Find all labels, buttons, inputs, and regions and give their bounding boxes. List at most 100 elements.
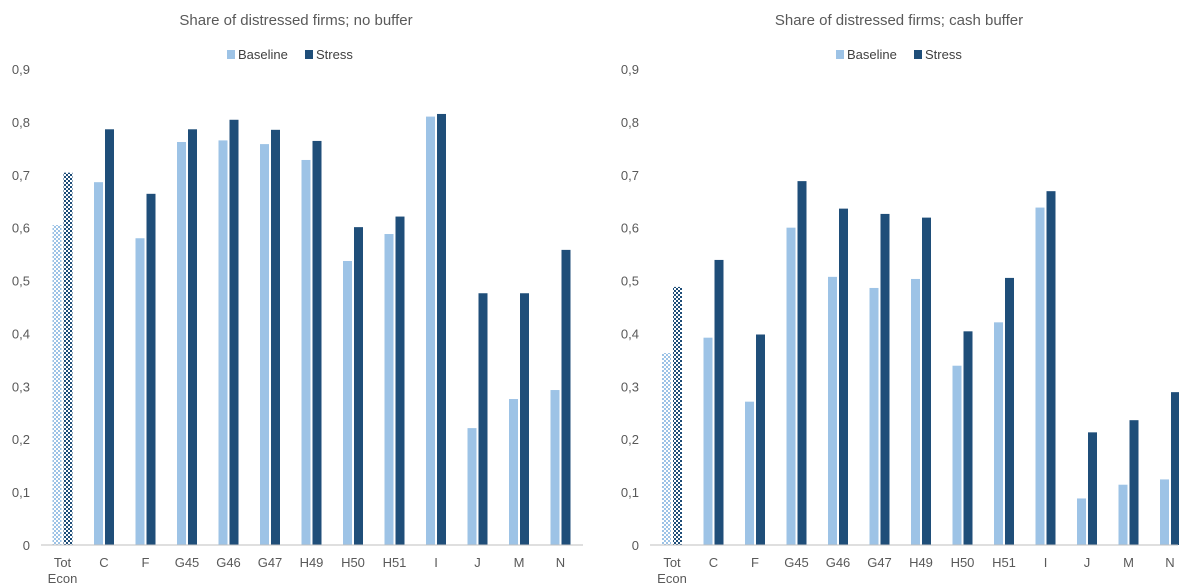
bar-baseline-g47 [869,287,879,545]
y-tick-label: 0,4 [12,326,30,341]
bar-stress-j [1088,432,1097,545]
x-tick-label: M [1123,555,1134,570]
x-tick-label: Tot [54,555,72,570]
bar-stress-g45 [188,129,197,545]
legend-label-baseline: Baseline [238,47,288,62]
legend-label-baseline: Baseline [847,47,897,62]
x-tick-label: Econ [657,571,687,586]
bar-stress-n [1171,392,1179,545]
bar-baseline-h49 [911,278,920,545]
bar-baseline-f [135,238,145,545]
bar-baseline-m [1118,484,1128,545]
y-tick-label: 0,7 [12,168,30,183]
bar-stress-h49 [922,217,931,545]
legend-swatch-baseline [836,50,844,59]
bar-stress-h51 [1005,277,1014,545]
bar-stress-g46 [839,208,848,546]
x-tick-label: F [142,555,150,570]
bar-stress-i [437,113,446,545]
legend: Baseline Stress [836,47,962,62]
bar-stress-g47 [271,129,280,546]
y-tick-label: 0,5 [12,274,30,289]
x-tick-label: G46 [826,555,851,570]
legend-swatch-stress [305,50,313,59]
plot-area [52,113,571,546]
bar-stress-i [1046,191,1056,545]
bar-baseline-g46 [828,276,837,545]
bar-baseline-tot-econ [52,225,62,545]
bar-baseline-i [426,116,435,545]
legend-label-stress: Stress [316,47,353,62]
y-tick-label: 0,3 [12,379,30,394]
bar-stress-g45 [797,181,807,545]
chart-left: Share of distressed firms; no buffer Bas… [12,12,583,586]
bar-baseline-g46 [218,140,228,545]
y-tick-label: 0,9 [12,62,30,77]
bar-stress-f [756,334,765,545]
bar-baseline-m [509,399,518,545]
x-tick-label: N [1165,555,1174,570]
bar-baseline-h51 [994,322,1003,545]
x-tick-label: G45 [175,555,200,570]
bar-stress-n [561,249,571,545]
x-tick-label: I [434,555,438,570]
y-tick-label: 0,1 [12,485,30,500]
x-tick-label: C [709,555,718,570]
x-tick-label: I [1044,555,1048,570]
chart-title: Share of distressed firms; no buffer [179,12,412,29]
chart-title: Share of distressed firms; cash buffer [775,12,1023,29]
bar-stress-tot-econ [673,286,682,545]
plot-area [662,181,1179,546]
bar-stress-c [714,259,724,545]
bar-stress-g47 [880,213,890,545]
chart-right: Share of distressed firms; cash buffer B… [621,12,1179,586]
bar-stress-tot-econ [63,172,73,545]
bar-baseline-h50 [952,365,962,545]
x-tick-label: G47 [867,555,892,570]
bar-baseline-g47 [260,144,269,545]
bar-baseline-n [1160,479,1169,545]
x-tick-label: Tot [663,555,681,570]
x-tick-label: H49 [909,555,933,570]
x-tick-label: H50 [951,555,975,570]
bar-baseline-j [1077,498,1086,545]
bar-baseline-h51 [384,234,394,545]
y-tick-label: 0,7 [621,168,639,183]
x-tick-label: Econ [48,571,78,586]
bar-baseline-n [550,390,560,545]
x-tick-label: H50 [341,555,365,570]
y-tick-label: 0,4 [621,326,639,341]
legend-swatch-baseline [227,50,235,59]
bar-baseline-g45 [177,141,186,545]
bar-baseline-h49 [301,159,311,546]
x-tick-label: J [474,555,481,570]
bar-baseline-h50 [343,260,352,545]
bar-baseline-i [1035,207,1045,545]
x-tick-label: C [99,555,108,570]
bar-baseline-g45 [786,227,796,545]
x-tick-label: G46 [216,555,241,570]
bar-stress-h50 [963,331,973,545]
x-tick-label: F [751,555,759,570]
y-tick-label: 0,8 [621,115,639,130]
y-tick-label: 0,9 [621,62,639,77]
y-tick-label: 0,8 [12,115,30,130]
x-tick-label: G47 [258,555,283,570]
bar-stress-h49 [312,140,322,545]
y-axis: 0 0,1 0,2 0,3 0,4 0,5 0,6 0,7 0,8 0,9 [12,62,30,553]
y-tick-label: 0,2 [621,432,639,447]
x-tick-label: H51 [383,555,407,570]
bar-stress-m [1129,420,1139,545]
bar-stress-f [146,193,156,545]
bar-stress-g46 [229,119,239,546]
bar-baseline-tot-econ [662,353,671,545]
bar-baseline-j [467,428,477,545]
bar-baseline-f [745,401,754,545]
bar-stress-h50 [354,227,363,546]
bar-baseline-c [94,182,103,545]
y-tick-label: 0 [632,538,639,553]
bar-stress-h51 [395,216,405,545]
